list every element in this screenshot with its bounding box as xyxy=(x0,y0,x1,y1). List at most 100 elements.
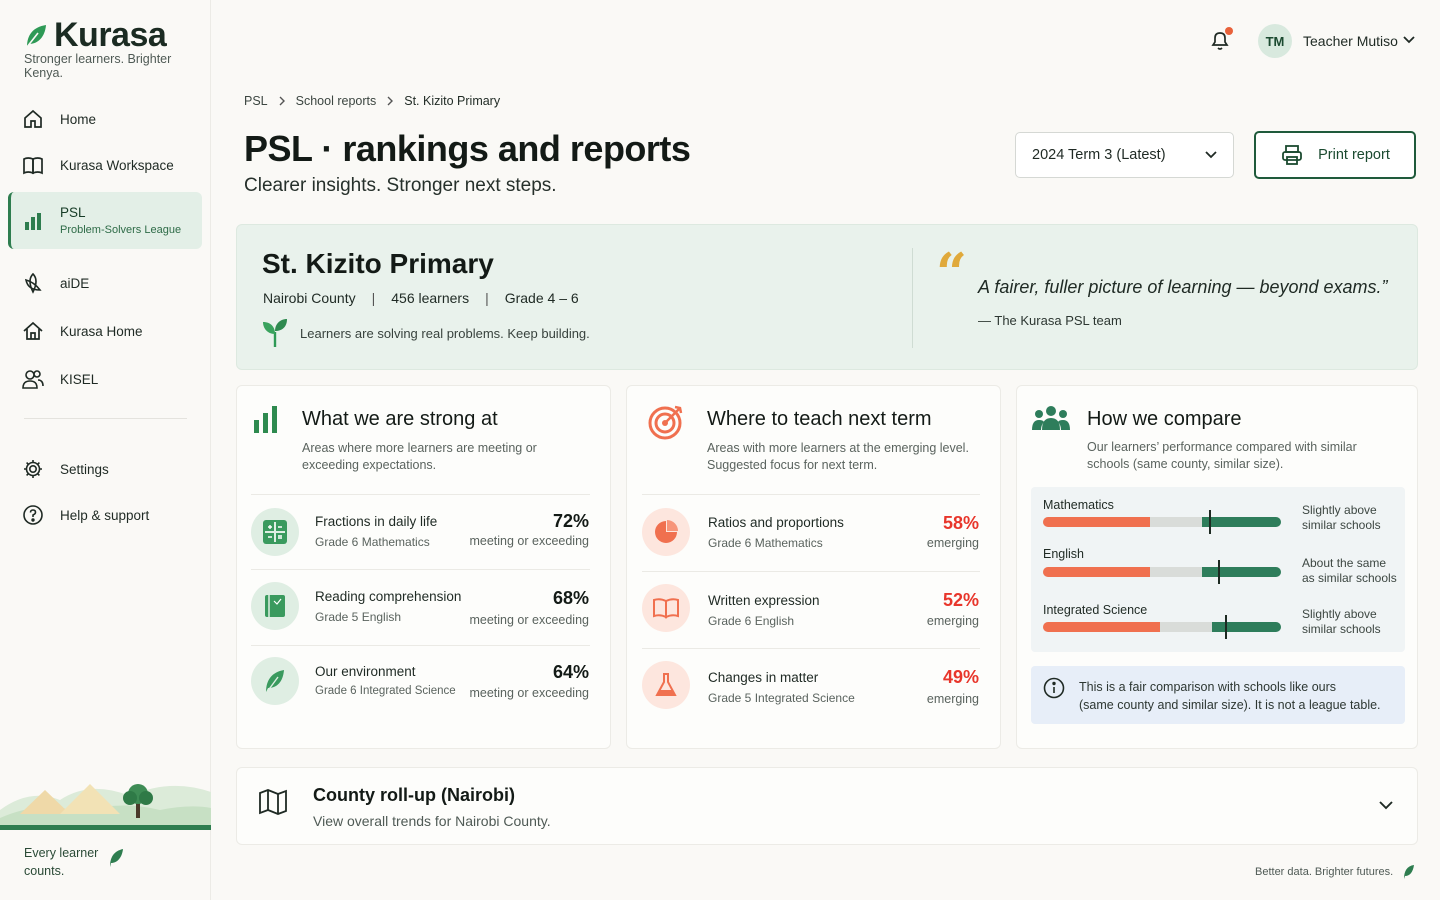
emerging-segment xyxy=(1043,517,1151,527)
note-line: similar schools xyxy=(1302,518,1381,532)
row-divider xyxy=(642,648,980,649)
sidebar-item-psl[interactable]: PSL Problem-Solvers League xyxy=(8,192,202,249)
sidebar-item-label: Kurasa Home xyxy=(60,323,143,339)
school-name: St. Kizito Primary xyxy=(262,248,494,279)
info-box xyxy=(1031,666,1405,724)
quote-icon: “ xyxy=(936,241,968,305)
row-title: Changes in matter xyxy=(708,670,819,685)
row-note: emerging xyxy=(926,614,979,628)
row-subtitle: Grade 6 Mathematics xyxy=(315,535,430,549)
sidebar-item-label: Settings xyxy=(60,461,109,477)
row-divider xyxy=(251,494,590,495)
brand-tagline: Stronger learners. Brighter Kenya. xyxy=(24,52,172,80)
row-subtitle: Grade 6 English xyxy=(708,614,795,628)
leaf-icon xyxy=(1403,864,1415,880)
breadcrumb-item[interactable]: PSL xyxy=(244,94,268,108)
comparison-note: About the same as similar schools xyxy=(1302,556,1397,586)
leaf-icon xyxy=(251,657,299,705)
sidebar-item-kurasa-home[interactable]: Kurasa Home xyxy=(8,310,202,352)
breadcrumb-item[interactable]: School reports xyxy=(295,94,377,108)
meeting-segment xyxy=(1202,567,1281,577)
quote-attribution: — The Kurasa PSL team xyxy=(978,313,1122,328)
card-description: Our learners’ performance compared with … xyxy=(1087,439,1357,473)
notification-dot xyxy=(1225,27,1233,35)
meta-separator: | xyxy=(371,290,376,306)
desc-line: Suggested focus for next term. xyxy=(707,458,878,472)
breadcrumb: PSL School reports St. Kizito Primary xyxy=(244,94,500,108)
sidebar-item-sublabel: Problem-Solvers League xyxy=(60,224,182,236)
meta-separator: | xyxy=(485,290,489,306)
school-marker xyxy=(1218,560,1221,584)
sidebar-item-label: aiDE xyxy=(60,275,90,291)
chevron-down-icon[interactable] xyxy=(1379,800,1393,810)
footer-note: Better data. Brighter futures. xyxy=(1255,866,1394,878)
grid-icon xyxy=(251,508,299,556)
avatar[interactable]: TM xyxy=(1258,24,1292,58)
desc-line: Our learners’ performance compared with … xyxy=(1087,440,1357,454)
card-description: Areas with more learners at the emerging… xyxy=(707,440,969,474)
sidebar-item-help[interactable]: Help & support xyxy=(8,494,202,536)
bar-chart-icon xyxy=(22,210,44,232)
info-line: (same county and similar size). It is no… xyxy=(1079,698,1381,712)
banner-divider xyxy=(912,248,913,348)
strong-card xyxy=(236,385,611,749)
comparison-note: Slightly above similar schools xyxy=(1302,607,1381,637)
sidebar-item-home[interactable]: Home xyxy=(8,98,202,140)
row-percent: 52% xyxy=(942,590,979,610)
bell-icon[interactable] xyxy=(1208,28,1232,52)
book-icon xyxy=(22,154,44,176)
developing-segment xyxy=(1150,567,1203,577)
row-subtitle: Grade 6 Mathematics xyxy=(708,536,823,550)
row-subtitle: Grade 5 Integrated Science xyxy=(708,691,855,705)
user-name[interactable]: Teacher Mutiso xyxy=(1303,33,1398,49)
printer-icon xyxy=(1280,143,1304,167)
chevron-down-icon xyxy=(1205,150,1217,160)
row-percent: 64% xyxy=(552,662,589,682)
sidebar-item-label: Help & support xyxy=(60,507,150,523)
school-grades: Grade 4 – 6 xyxy=(504,290,579,306)
developing-segment xyxy=(1159,622,1212,632)
print-report-button[interactable]: Print report xyxy=(1254,131,1416,179)
leaf-logo-icon xyxy=(24,23,48,49)
term-select[interactable]: 2024 Term 3 (Latest) xyxy=(1015,132,1234,178)
brand-logo[interactable]: Kurasa xyxy=(24,16,167,55)
help-icon xyxy=(22,504,44,526)
reading-book-icon xyxy=(251,582,299,630)
sidebar-item-kurasa-workspace[interactable]: Kurasa Workspace xyxy=(8,144,202,186)
ai-icon xyxy=(22,272,44,294)
home-icon xyxy=(22,108,44,130)
sidebar-item-settings[interactable]: Settings xyxy=(8,448,202,490)
county-rollup[interactable] xyxy=(236,767,1418,845)
sidebar-item-aide[interactable]: aiDE xyxy=(8,262,202,304)
county-title: County roll-up (Nairobi) xyxy=(313,785,515,805)
desc-line: Areas where more learners are meeting or xyxy=(302,441,537,455)
row-divider xyxy=(251,645,590,646)
emerging-segment xyxy=(1043,622,1160,632)
row-title: Fractions in daily life xyxy=(315,514,438,529)
print-report-label: Print report xyxy=(1318,147,1390,163)
page-title: PSL · rankings and reports xyxy=(244,128,691,169)
sidebar-footer: Every learner counts. xyxy=(24,844,98,880)
desc-line: schools (same county, similar size). xyxy=(1087,457,1284,471)
sidebar-divider xyxy=(24,418,187,419)
sidebar-item-label: PSL xyxy=(60,205,86,220)
school-marker xyxy=(1208,510,1211,534)
row-divider xyxy=(642,494,980,495)
sidebar: Kurasa Stronger learners. Brighter Kenya… xyxy=(0,0,211,900)
sidebar-footer-line: counts. xyxy=(24,864,65,878)
card-title: Where to teach next term xyxy=(707,408,932,430)
desc-line: Areas with more learners at the emerging… xyxy=(707,441,969,455)
sidebar-item-label: KISEL xyxy=(60,371,99,387)
pie-chart-icon xyxy=(642,508,690,556)
page-subtitle: Clearer insights. Stronger next steps. xyxy=(244,175,557,196)
row-title: Reading comprehension xyxy=(315,589,462,604)
chevron-down-icon[interactable] xyxy=(1403,35,1415,45)
row-subtitle: Grade 6 Integrated Science xyxy=(315,685,456,697)
sidebar-item-kisel[interactable]: KISEL xyxy=(8,358,202,400)
info-text: This is a fair comparison with schools l… xyxy=(1079,678,1381,714)
row-percent: 58% xyxy=(942,513,979,533)
gear-icon xyxy=(22,458,44,480)
house-icon xyxy=(22,320,44,342)
card-description: Areas where more learners are meeting or… xyxy=(302,440,537,474)
school-meta: Nairobi County | 456 learners | Grade 4 … xyxy=(263,290,579,306)
